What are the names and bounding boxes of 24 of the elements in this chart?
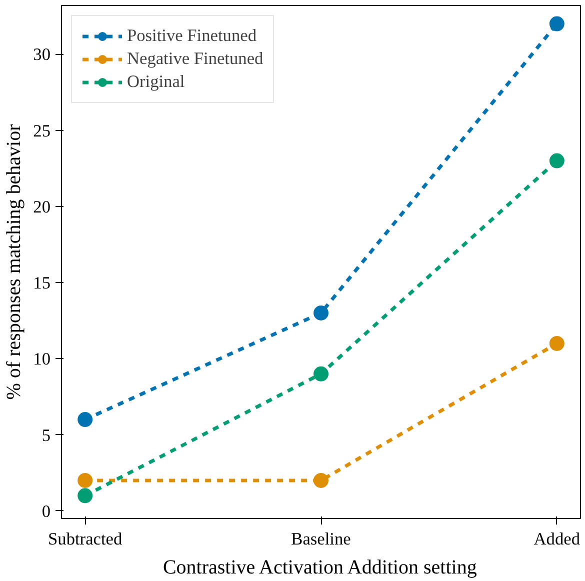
legend-label: Positive Finetuned	[127, 26, 256, 46]
y-tick-label: 0	[42, 502, 51, 521]
x-tick-label: Baseline	[291, 530, 352, 548]
point	[78, 412, 93, 428]
y-tick-label: 10	[33, 350, 50, 369]
point	[78, 472, 93, 488]
y-tick-label: 20	[33, 197, 50, 216]
legend-label: Original	[127, 72, 185, 92]
x-tick-label: Subtracted	[48, 530, 122, 548]
point	[549, 153, 564, 168]
y-tick-label: 25	[33, 121, 50, 140]
x-tick-label: Added	[534, 530, 580, 548]
y-tick-label: 30	[33, 45, 50, 64]
y-tick-label: 15	[33, 274, 50, 293]
point	[314, 306, 328, 320]
y-tick-label: 5	[42, 426, 51, 445]
x-axis-title: Contrastive Activation Addition setting	[162, 556, 477, 578]
point	[78, 488, 93, 504]
point	[314, 472, 328, 488]
legend-label: Negative Finetuned	[127, 49, 264, 69]
y-axis-title: % of responses matching behavior	[3, 124, 26, 400]
point	[549, 16, 564, 32]
point	[314, 366, 328, 382]
point	[549, 336, 564, 351]
